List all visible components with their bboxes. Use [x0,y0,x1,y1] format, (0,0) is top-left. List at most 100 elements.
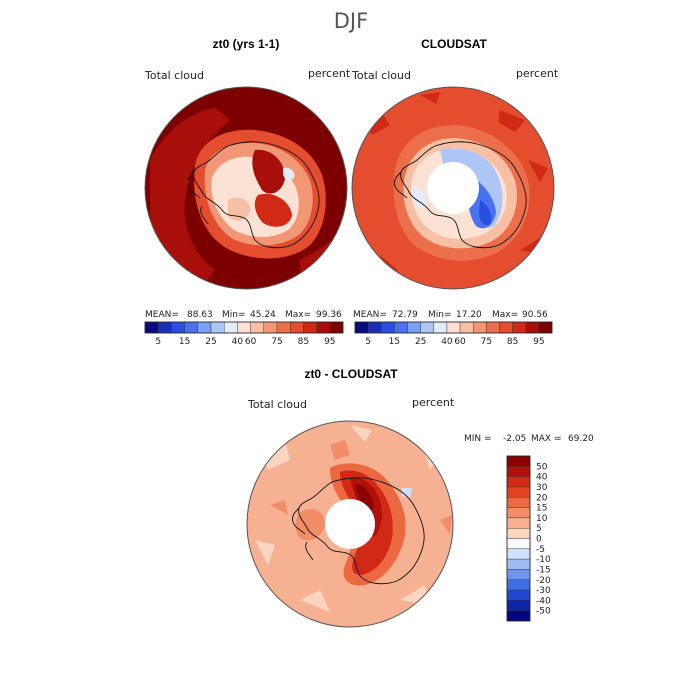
colorbar-tick-label: 15 [536,504,547,514]
panel-zt0-min-label: Min= [222,310,246,320]
map-difference [247,421,453,627]
panel-zt0: zt0 (yrs 1-1) Total cloud percent MEAN= … [144,37,351,347]
panel-difference-max-value: 69.20 [568,434,594,444]
colorbar-tick-label: 40 [441,337,453,347]
colorbar-swatch [499,321,513,334]
colorbar-swatch [354,321,369,334]
panel-difference-min-label: MIN = [464,434,492,444]
colorbar-tick-label: -20 [536,576,551,586]
colorbar-swatch [210,321,225,334]
colorbar-tick-label: 15 [179,337,190,347]
colorbar-swatch [506,517,531,529]
colorbar-tick-label: 20 [536,493,548,503]
panel-zt0-max-label: Max= [285,310,311,320]
colorbar-swatch [184,321,199,334]
colorbar-swatch [157,321,172,334]
panel-difference-min-value: -2.05 [503,434,526,444]
colorbar-swatch [250,321,265,334]
colorbar-tick-label: 85 [298,337,309,347]
colorbar-tick-label: 75 [271,337,282,347]
panel-cloudsat-max-value: 90.56 [522,310,548,320]
colorbar-cloudsat: 5 15 25 40 60 75 85 95 [354,321,553,347]
colorbar-tick-label: 40 [232,337,244,347]
panel-zt0-left-label: Total cloud [144,69,204,82]
colorbar-tick-label: -15 [536,565,551,575]
panel-zt0-mean-label: MEAN= [145,310,179,320]
colorbar-swatch [486,321,500,334]
colorbar-swatch [394,321,408,334]
panel-cloudsat-mean-value: 72.79 [392,310,418,320]
colorbar-tick-label: 30 [536,483,548,493]
colorbar-swatch [144,321,159,334]
colorbar-swatch [506,569,531,580]
colorbar-swatch [197,321,212,334]
colorbar-tick-label: 10 [536,514,548,524]
panel-cloudsat-min-value: 17.20 [456,310,482,320]
colorbar-swatch [381,321,395,334]
panel-cloudsat-title: CLOUDSAT [421,37,487,51]
map-cloudsat-border [351,86,555,290]
colorbar-tick-label: 25 [205,337,216,347]
colorbar-tick-label: -40 [536,596,551,606]
colorbar-tick-label: 5 [536,524,542,534]
panel-cloudsat-mean-label: MEAN= [353,310,387,320]
panel-difference-title: zt0 - CLOUDSAT [304,367,398,381]
colorbar-swatch [171,321,185,334]
figure-title: DJF [334,9,368,33]
colorbar-tick-label: 60 [454,337,466,347]
panel-cloudsat-min-label: Min= [428,310,452,320]
panel-difference: zt0 - CLOUDSAT Total cloud percent MIN =… [246,367,594,628]
panel-zt0-right-label: percent [308,67,351,80]
colorbar-tick-label: 60 [245,337,257,347]
colorbar-tick-label: -50 [536,607,551,617]
colorbar-swatch [506,610,531,622]
colorbar-swatch [506,486,531,498]
panel-difference-max-label: MAX = [531,434,562,444]
panel-zt0-max-value: 99.36 [316,310,342,320]
colorbar-swatch [506,455,531,467]
panel-difference-right-label: percent [412,396,455,409]
colorbar-swatch [538,321,553,334]
colorbar-swatch [506,579,531,591]
colorbar-swatch [367,321,382,334]
map-difference-coastline [292,477,425,585]
panel-zt0-mean-value: 88.63 [187,310,213,320]
colorbar-swatch [446,321,461,334]
colorbar-tick-label: 0 [536,535,542,545]
colorbar-swatch [506,497,531,508]
colorbar-zt0: 5 15 25 40 60 75 85 95 [144,321,344,347]
map-zt0 [145,87,347,289]
colorbar-frame [506,455,531,622]
colorbar-swatch [506,507,531,519]
colorbar-tick-label: 40 [536,473,548,483]
colorbar-swatch [506,476,531,488]
colorbar-swatch [329,321,344,334]
colorbar-swatch [506,466,531,477]
colorbar-frame [144,321,344,334]
colorbar-tick-label: 5 [155,337,161,347]
colorbar-swatch [506,538,531,550]
colorbar-tick-label: 50 [536,462,548,472]
colorbar-tick-label: 85 [507,337,518,347]
colorbar-swatch [407,321,421,334]
panel-cloudsat-left-label: Total cloud [351,69,411,82]
colorbar-tick-label: 5 [365,337,371,347]
colorbar-swatch [512,321,526,334]
colorbar-swatch [303,321,317,334]
colorbar-swatch [276,321,291,334]
colorbar-tick-label: 75 [481,337,492,347]
colorbar-swatch [237,321,251,334]
colorbar-swatch [223,321,238,334]
colorbar-tick-label: 95 [533,337,544,347]
colorbar-tick-label: -10 [536,555,551,565]
colorbar-swatch [506,548,531,560]
colorbar-swatch [506,589,531,601]
colorbar-swatch [459,321,474,334]
colorbar-swatch [433,321,448,334]
colorbar-swatch [420,321,434,334]
panel-difference-left-label: Total cloud [247,398,307,411]
map-zt0-border [144,86,348,290]
colorbar-swatch [263,321,278,334]
panel-zt0-min-value: 45.24 [250,310,276,320]
